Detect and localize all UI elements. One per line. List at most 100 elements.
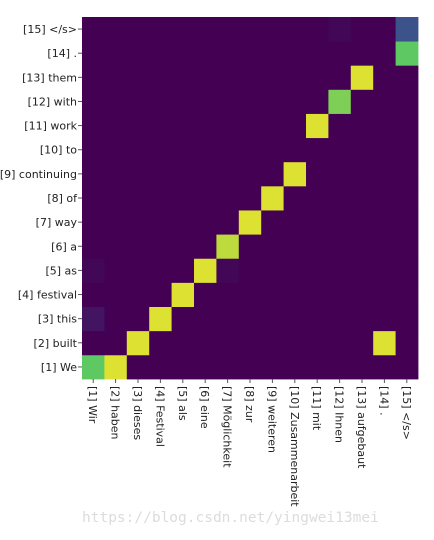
heatmap-cell [395, 113, 419, 139]
heatmap-cell [238, 306, 262, 332]
y-tick-label: [3] this [38, 313, 77, 326]
heatmap-cell [216, 41, 240, 66]
heatmap-cell [238, 113, 262, 139]
heatmap-cell [328, 137, 352, 163]
heatmap-cell [216, 17, 240, 42]
heatmap-cell [350, 89, 374, 114]
heatmap-cell [194, 113, 217, 139]
x-tick-label: [11] mit [310, 386, 323, 431]
heatmap-cell [238, 354, 262, 380]
heatmap-cell [82, 137, 105, 163]
y-tick-label: [10] to [40, 144, 77, 157]
heatmap-cell [82, 113, 105, 139]
heatmap-cell [328, 354, 352, 380]
x-tick-label: [4] Festival [153, 386, 166, 447]
heatmap-cell [261, 210, 284, 235]
heatmap-cell [350, 185, 374, 211]
heatmap-cell [283, 113, 307, 139]
x-tick-label: [13] aufgebaut [355, 386, 368, 469]
heatmap-cell [149, 282, 172, 307]
x-tick-label: [9] weiteren [265, 386, 278, 453]
heatmap-cell [283, 306, 307, 332]
heatmap-cell [395, 306, 419, 332]
heatmap-cell [306, 210, 329, 235]
heatmap-cell [283, 65, 307, 90]
heatmap-cell [82, 65, 105, 90]
heatmap-cell [171, 354, 195, 380]
heatmap-cell [149, 161, 172, 187]
heatmap-cell [373, 306, 396, 332]
heatmap-cell [306, 113, 329, 139]
heatmap-cell [328, 41, 352, 66]
heatmap-cell [350, 330, 374, 356]
y-axis: [1] We [2] built [3] this [4] festival [5] a… [0, 23, 82, 374]
heatmap-cell [373, 210, 396, 235]
heatmap-cell [350, 17, 374, 42]
heatmap-cell [126, 41, 150, 66]
heatmap-cell [82, 354, 105, 380]
heatmap-cell [104, 137, 128, 163]
heatmap-cell [149, 234, 172, 259]
heatmap-cell [238, 41, 262, 66]
heatmap-cell [238, 210, 262, 235]
heatmap-cell [306, 354, 329, 380]
heatmap-cell [373, 354, 396, 380]
heatmap-cell [149, 113, 172, 139]
heatmap-cell [238, 330, 262, 356]
heatmap-cell [261, 161, 284, 187]
y-tick-label: [9] continuing [0, 168, 77, 181]
heatmap-cell [104, 354, 128, 380]
heatmap-cell [350, 161, 374, 187]
heatmap-cell [126, 330, 150, 356]
heatmap-cell [82, 161, 105, 187]
heatmap-cell [238, 185, 262, 211]
heatmap-cell [350, 282, 374, 307]
heatmap-cell [328, 65, 352, 90]
heatmap-cell [149, 17, 172, 42]
heatmap-cell [373, 258, 396, 283]
heatmap-cell [306, 282, 329, 307]
heatmap-cell [283, 17, 307, 42]
heatmap-cell [261, 330, 284, 356]
heatmap-cell [104, 89, 128, 114]
heatmap-cell [395, 354, 419, 380]
y-tick-label: [4] festival [18, 289, 77, 302]
heatmap-cell [261, 41, 284, 66]
heatmap-cell [328, 113, 352, 139]
heatmap-cell [126, 258, 150, 283]
heatmap-cell [149, 41, 172, 66]
heatmap-cell [238, 258, 262, 283]
heatmap-cell [283, 185, 307, 211]
x-tick-label: [1] Wir [86, 386, 99, 424]
heatmap-cell [283, 89, 307, 114]
heatmap-cell [395, 234, 419, 259]
heatmap-cell [261, 17, 284, 42]
heatmap-cell [261, 282, 284, 307]
y-tick-label: [11] work [24, 120, 77, 133]
heatmap-cell [238, 234, 262, 259]
heatmap-cell [149, 306, 172, 332]
heatmap-cell [261, 306, 284, 332]
heatmap-cell [82, 89, 105, 114]
heatmap-cell [82, 330, 105, 356]
heatmap-cell [104, 306, 128, 332]
heatmap-cell [261, 258, 284, 283]
heatmap-cell [395, 330, 419, 356]
heatmap-cell [283, 210, 307, 235]
heatmap-cell [373, 89, 396, 114]
heatmap-cell [283, 282, 307, 307]
heatmap-cell [171, 330, 195, 356]
heatmap-cell [395, 161, 419, 187]
heatmap-cell [373, 161, 396, 187]
heatmap-cell [373, 330, 396, 356]
heatmap-cell [261, 185, 284, 211]
heatmap-cell [171, 113, 195, 139]
heatmap-cell [350, 137, 374, 163]
heatmap-cell [194, 306, 217, 332]
heatmap-cell [104, 258, 128, 283]
heatmap-cell [171, 161, 195, 187]
heatmap-cell [328, 89, 352, 114]
heatmap-cell [149, 89, 172, 114]
heatmap-cell [373, 234, 396, 259]
heatmap-cell [306, 65, 329, 90]
